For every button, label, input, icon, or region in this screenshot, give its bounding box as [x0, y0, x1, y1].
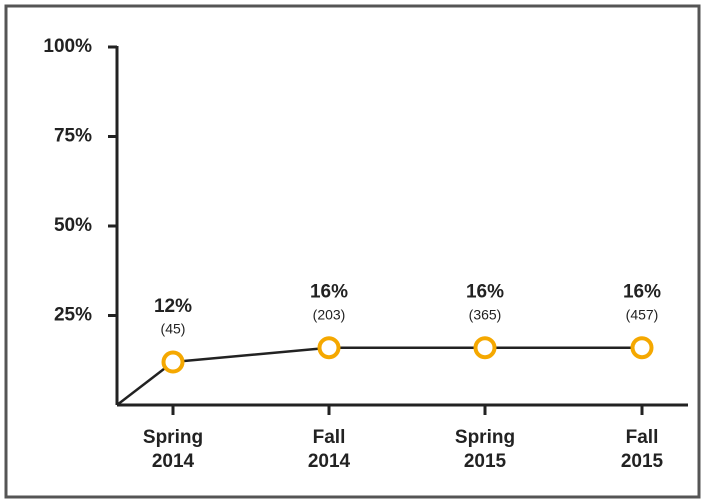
- count-label: (203): [313, 306, 346, 322]
- marker: [473, 336, 497, 360]
- frame: [4, 4, 701, 499]
- x-tick-label: Spring 2014: [142, 427, 204, 472]
- marker: [161, 350, 185, 374]
- count-label: (45): [161, 321, 186, 337]
- x-tick-label: Spring 2015: [454, 427, 516, 472]
- value-label: 12%: [154, 296, 192, 317]
- y-tick-label: 75%: [54, 126, 92, 147]
- value-label: 16%: [310, 282, 348, 303]
- marker: [317, 336, 341, 360]
- y-tick-label: 25%: [54, 305, 92, 326]
- value-label: 16%: [466, 282, 504, 303]
- x-tick-label: Fall 2014: [307, 427, 351, 472]
- origin-segment: [116, 361, 174, 406]
- line: [172, 346, 642, 364]
- value-label: 16%: [623, 282, 661, 303]
- x-tick-label: Fall 2015: [620, 427, 664, 472]
- y-tick-label: 50%: [54, 215, 92, 236]
- marker: [630, 336, 654, 360]
- count-label: (457): [626, 306, 659, 322]
- count-label: (365): [469, 306, 502, 322]
- y-tick-label: 100%: [43, 36, 92, 57]
